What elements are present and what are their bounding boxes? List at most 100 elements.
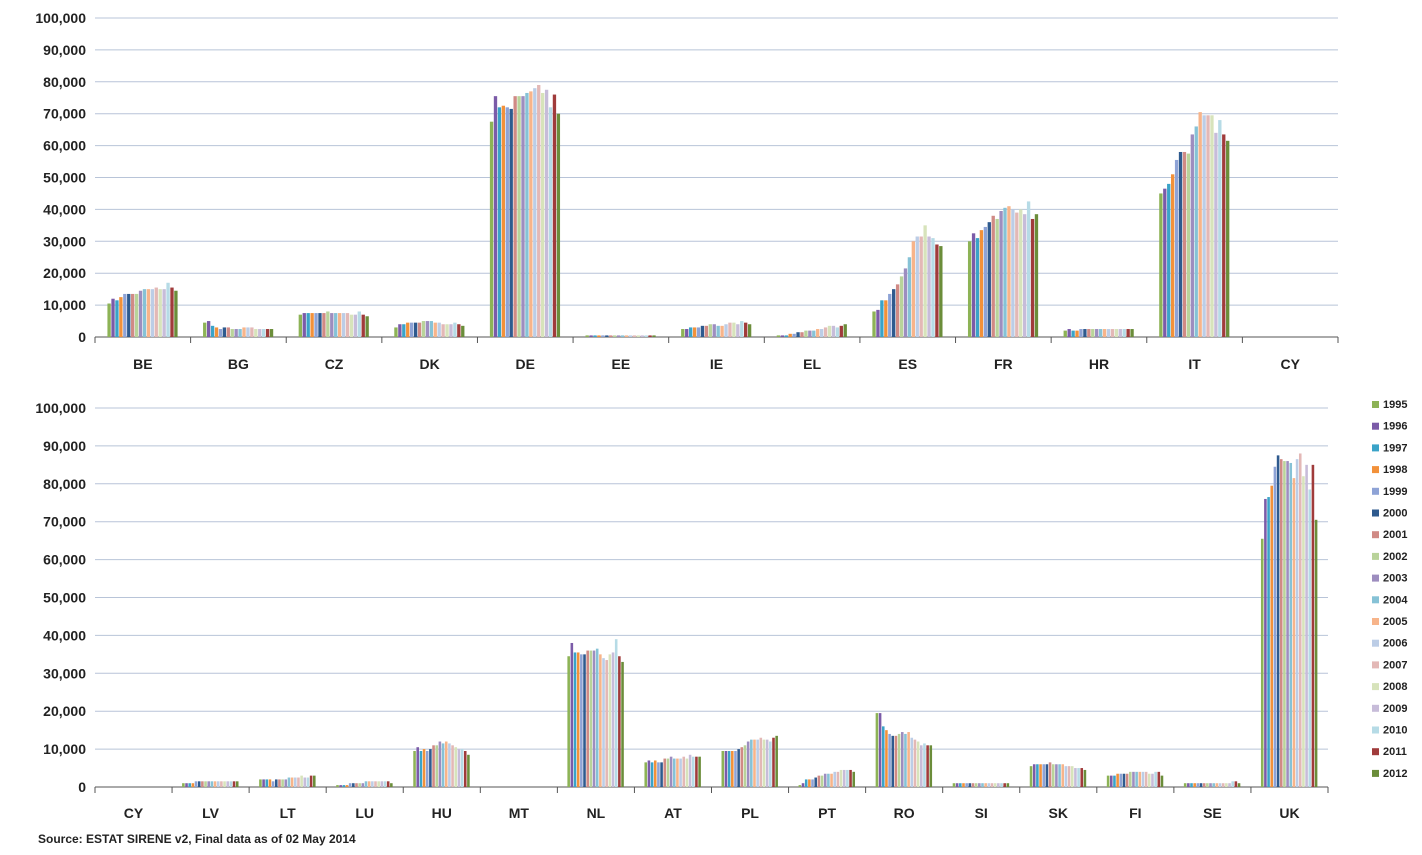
bar-DE-2004	[525, 92, 529, 337]
bar-IE-2006	[724, 324, 728, 337]
bar-IT-1997	[1167, 183, 1171, 337]
bar-LT-2003	[284, 779, 288, 787]
bar-BE-2012	[174, 290, 178, 337]
bar-PT-1998	[808, 779, 811, 787]
category-label-0-EL: EL	[803, 356, 821, 372]
bar-RO-2007	[913, 739, 917, 787]
bar-CZ-2003	[330, 313, 334, 337]
legend-swatch-2008	[1372, 683, 1379, 691]
legend-label-2011: 2011	[1383, 746, 1407, 758]
bar-DE-2003	[521, 96, 525, 337]
legend-label-2005: 2005	[1383, 616, 1407, 628]
category-label-1-PL: PL	[741, 805, 759, 821]
bar-PL-2007	[759, 737, 763, 787]
bar-NL-2004	[595, 648, 599, 787]
bar-SE-2009	[1228, 783, 1231, 787]
bar-CZ-1996	[302, 313, 306, 337]
bar-FR-2003	[999, 210, 1003, 337]
bar-LT-2006	[293, 777, 297, 787]
bar-SI-2005	[984, 783, 987, 787]
bar-DK-2002	[421, 321, 426, 337]
legend-label-2007: 2007	[1383, 659, 1407, 671]
bar-RO-2006	[910, 737, 914, 787]
bar-DE-2012	[556, 113, 561, 337]
bar-EE-2003	[616, 335, 621, 337]
bar-PT-2010	[846, 769, 849, 787]
bar-UK-2001	[1279, 459, 1283, 787]
bar-AT-2006	[679, 758, 682, 787]
ytick-label-1-9: 90,000	[43, 438, 86, 454]
bar-EE-1998	[597, 335, 601, 337]
legend-swatch-1995	[1372, 401, 1379, 408]
bar-LU-2007	[374, 781, 377, 787]
bar-ES-2004	[907, 257, 912, 337]
bar-HR-2001	[1087, 329, 1091, 337]
bar-DE-1998	[501, 105, 506, 337]
bar-FI-1996	[1109, 775, 1113, 787]
bar-DE-2002	[517, 96, 521, 337]
bar-PT-2003	[823, 773, 827, 787]
bar-SK-2001	[1048, 762, 1052, 787]
bar-LV-2005	[213, 781, 217, 787]
bar-DK-2001	[417, 322, 422, 337]
bar-BE-2008	[158, 289, 162, 337]
bar-RO-2003	[900, 732, 904, 787]
legend-label-2006: 2006	[1383, 638, 1407, 650]
bar-BG-1999	[218, 329, 223, 337]
legend-label-2002: 2002	[1383, 551, 1407, 563]
bar-SI-2009	[997, 783, 1000, 787]
bar-NL-2005	[599, 654, 602, 787]
bar-LT-1999	[271, 781, 275, 787]
bar-IT-2007	[1206, 115, 1210, 337]
legend-swatch-2012	[1372, 769, 1379, 777]
bar-PT-1996	[801, 783, 805, 787]
bar-SK-2003	[1055, 764, 1058, 787]
bar-HU-2003	[438, 741, 442, 787]
bar-LT-2001	[278, 779, 281, 787]
bar-NL-1998	[576, 652, 580, 787]
bar-LV-2010	[229, 781, 233, 787]
bar-ES-2008	[923, 225, 927, 337]
ytick-label-1-8: 80,000	[43, 476, 86, 492]
bar-CZ-2006	[341, 313, 346, 337]
bar-CZ-2011	[361, 314, 365, 337]
bar-ES-2011	[935, 244, 939, 337]
bar-IE-2003	[712, 324, 716, 337]
bar-HU-1995	[413, 750, 416, 787]
bar-UK-2005	[1292, 478, 1296, 787]
bar-CZ-2010	[357, 311, 361, 337]
bar-AT-2007	[682, 756, 686, 787]
bar-LT-2007	[297, 777, 300, 787]
bar-LT-1997	[265, 779, 269, 787]
bar-HR-2011	[1126, 329, 1130, 337]
bar-DK-2012	[461, 325, 465, 337]
bar-HR-2007	[1110, 329, 1115, 337]
bar-SK-1996	[1032, 764, 1036, 787]
ytick-label-1-4: 40,000	[43, 627, 86, 643]
bar-EE-2010	[644, 335, 648, 337]
bar-HU-2011	[463, 750, 467, 787]
bar-DE-1999	[505, 107, 509, 337]
legend-label-1999: 1999	[1383, 486, 1407, 498]
bar-BE-1996	[111, 298, 115, 337]
bar-DE-2001	[513, 96, 517, 337]
bar-PT-2005	[830, 773, 833, 787]
bar-FI-1997	[1113, 775, 1116, 787]
bar-IE-1997	[688, 327, 693, 337]
bar-PL-2001	[740, 747, 744, 787]
bar-BE-1998	[119, 297, 123, 337]
bar-ES-2000	[892, 289, 896, 337]
ytick-label-0-1: 10,000	[43, 297, 86, 313]
bar-HU-1997	[419, 750, 423, 787]
bar-AT-2008	[685, 758, 689, 787]
bar-LU-2005	[367, 781, 371, 787]
bar-DK-2000	[413, 322, 418, 337]
bar-FR-2000	[987, 222, 991, 337]
bar-LV-2006	[216, 781, 220, 787]
bar-IT-2002	[1186, 153, 1191, 337]
bar-NL-2012	[621, 661, 624, 787]
bar-HR-2008	[1114, 329, 1119, 337]
category-label-0-CY: CY	[1280, 356, 1300, 372]
bar-LT-2005	[290, 777, 294, 787]
